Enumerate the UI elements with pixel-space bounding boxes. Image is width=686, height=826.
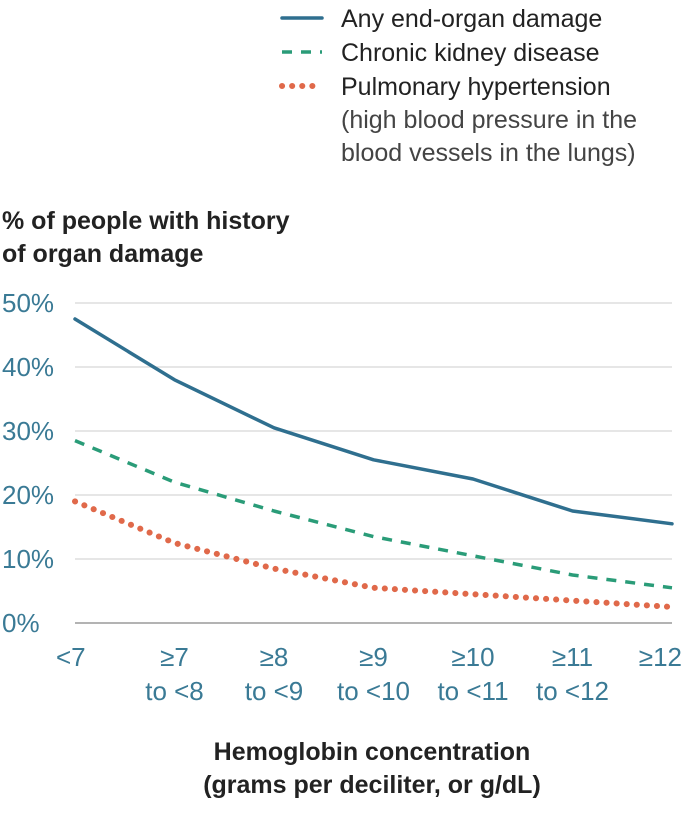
x-tick-label-1-line-1: <7 <box>56 642 86 672</box>
x-tick-label-6-line-2: to <12 <box>536 676 609 706</box>
x-tick-label-5-line-2: to <11 <box>437 676 508 706</box>
y-axis-label-line-1: % of people with history <box>2 207 290 235</box>
legend-label-3: Pulmonary hypertension <box>341 73 611 101</box>
y-tick-label-0: 0% <box>2 608 40 638</box>
x-tick-label-2-line-1: ≥7 <box>160 642 189 672</box>
series-line-3 <box>72 498 675 610</box>
y-tick-label-10: 10% <box>2 544 54 574</box>
legend-description-line-1: (high blood pressure in the <box>341 106 637 134</box>
x-tick-label-6-line-1: ≥11 <box>552 642 593 672</box>
x-tick-label-4-line-1: ≥9 <box>359 642 388 672</box>
series-lines <box>72 317 675 610</box>
y-tick-label-30: 30% <box>2 416 54 446</box>
x-tick-label-3-line-1: ≥8 <box>260 642 289 672</box>
legend-label-2: Chronic kidney disease <box>341 39 599 67</box>
x-axis-ticks: <7 ≥7 to <8 ≥8 to <9 ≥9 to <10 ≥10 to <11 ≥11 to <… <box>56 642 682 706</box>
legend-description-line-2: blood vessels in the lungs) <box>341 139 636 167</box>
x-tick-label-7-line-1: ≥12 <box>639 642 682 672</box>
series-line-2 <box>74 438 673 590</box>
x-axis-label-line-2: (grams per deciliter, or g/dL) <box>203 771 541 799</box>
x-tick-label-2-line-2: to <8 <box>145 676 204 706</box>
x-tick-label-5-line-1: ≥10 <box>451 642 494 672</box>
y-tick-label-40: 40% <box>2 352 54 382</box>
legend: Any end-organ damage Chronic kidney disea… <box>279 5 637 167</box>
legend-label-1: Any end-organ damage <box>341 5 602 33</box>
series-line-1 <box>73 317 674 526</box>
y-tick-label-20: 20% <box>2 480 54 510</box>
x-axis-label-line-1: Hemoglobin concentration <box>214 738 531 766</box>
y-axis-label: % of people with history of organ damage <box>2 207 290 268</box>
y-tick-label-50: 50% <box>2 288 54 318</box>
x-tick-label-4-line-2: to <10 <box>337 676 410 706</box>
y-axis-ticks: 0% 10% 20% 30% 40% 50% <box>2 288 54 638</box>
y-axis-label-line-2: of organ damage <box>2 240 204 268</box>
x-axis-label: Hemoglobin concentration (grams per decil… <box>203 738 541 799</box>
x-tick-label-3-line-2: to <9 <box>245 676 304 706</box>
gridlines <box>75 302 672 624</box>
